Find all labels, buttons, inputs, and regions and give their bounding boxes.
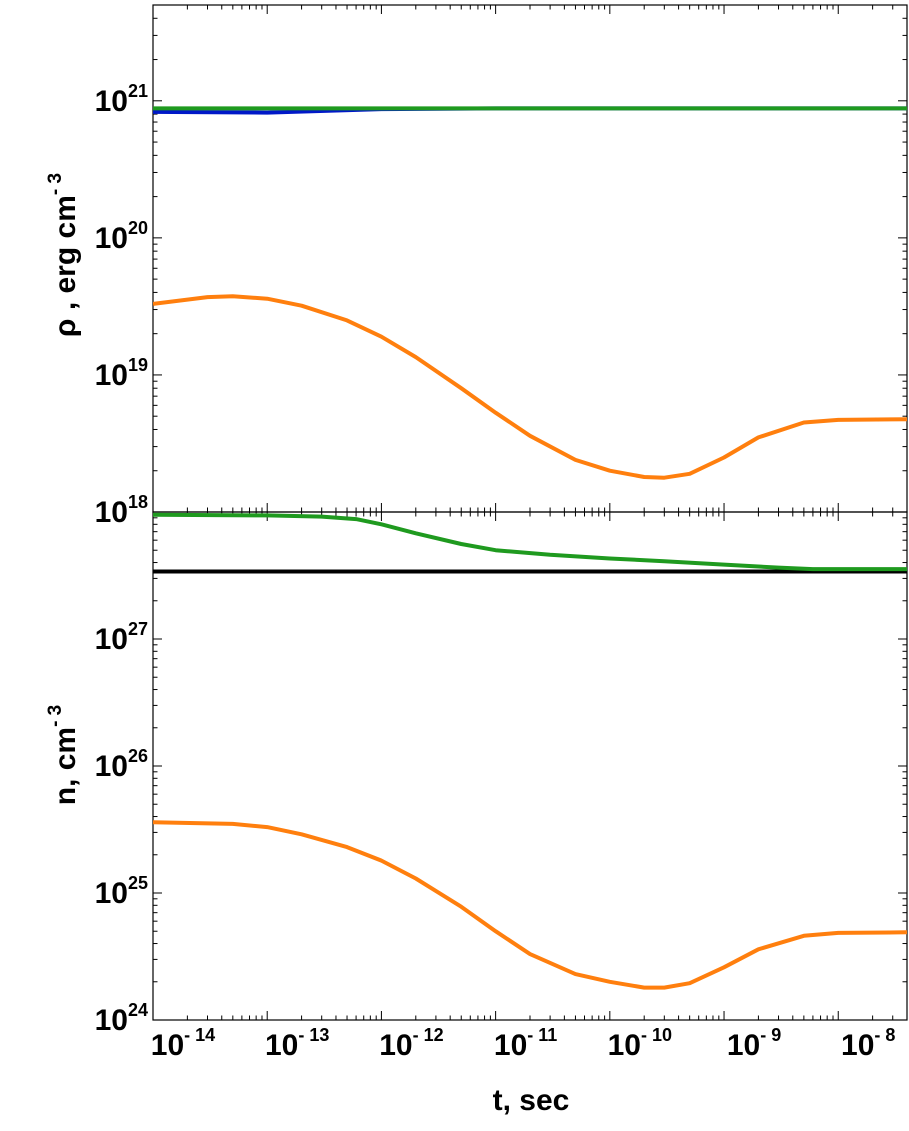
x-tick-label: 10- 12	[379, 1025, 443, 1062]
y-tick-label: 1019	[95, 355, 148, 392]
x-tick-label: 10- 13	[265, 1025, 329, 1062]
y-tick-label: 1026	[95, 746, 148, 783]
y-tick-label: 1021	[95, 81, 148, 118]
x-tick-labels: 10- 14 10- 13 10- 12 10- 11 10- 10 10- 9 10- 8	[151, 1025, 896, 1062]
series-line	[153, 820, 907, 990]
x-tick-label: 10- 9	[727, 1025, 781, 1062]
series-line	[153, 294, 907, 480]
x-axis-label: t, sec	[493, 1084, 570, 1117]
y-tick-label: 1027	[95, 619, 148, 656]
bottom-panel: 1024 1025 1026 1027	[95, 511, 908, 1037]
y-tick-label: 1025	[95, 873, 148, 910]
x-tick-label: 10- 8	[841, 1025, 895, 1062]
y-tick-label: 1024	[95, 1000, 148, 1037]
series-line	[153, 512, 907, 572]
x-tick-label: 10- 10	[608, 1025, 672, 1062]
x-tick-label: 10- 11	[494, 1025, 557, 1062]
top-panel: 1018 1019 1020 1021	[95, 4, 908, 529]
y-tick-label: 1018	[95, 492, 148, 529]
plot-frame	[152, 511, 908, 1021]
bottom-y-axis-label: n, cm- 3	[45, 705, 82, 806]
top-y-axis-label: ρ , erg cm- 3	[45, 173, 82, 337]
x-tick-label: 10- 14	[151, 1025, 215, 1062]
y-tick-label: 1020	[95, 218, 148, 255]
